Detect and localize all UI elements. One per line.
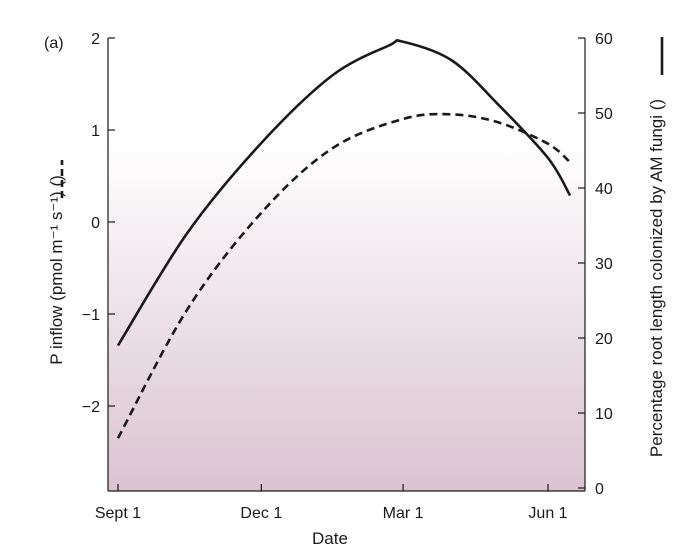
y-right-tick-label: 40	[595, 181, 613, 198]
panel-label: (a)	[44, 35, 64, 52]
series-am-colonization-solid	[116, 39, 572, 347]
y-left-axis-title: P inflow (pmol m⁻¹ s⁻¹) ()	[47, 175, 66, 365]
y-right-tick-label: 10	[595, 406, 613, 423]
y-right-tick-label: 0	[595, 481, 604, 498]
y-left-tick-label: 0	[91, 215, 100, 232]
x-tick-label: Mar 1	[383, 505, 424, 522]
x-tick-label: Sept 1	[95, 505, 141, 522]
y-right-tick-label: 60	[595, 31, 613, 48]
y-left-tick-label: −1	[82, 307, 100, 324]
series-p-inflow-dashed	[116, 112, 571, 439]
plot-area-background	[108, 38, 585, 491]
y-right-tick-label: 30	[595, 256, 613, 273]
y-right-tick-label: 50	[595, 106, 613, 123]
series-layer	[116, 39, 572, 439]
y-right-tick-label: 20	[595, 331, 613, 348]
x-tick-label: Dec 1	[240, 505, 282, 522]
labels-layer: (a) Date P inflow (pmol m⁻¹ s⁻¹) () Perc…	[44, 35, 666, 548]
y-right-axis-title: Percentage root length colonized by AM f…	[647, 99, 666, 457]
y-left-tick-label: 1	[91, 123, 100, 140]
y-left-tick-label: −2	[82, 399, 100, 416]
x-tick-label: Jun 1	[528, 505, 567, 522]
y-left-tick-label: 2	[91, 31, 100, 48]
x-axis-title: Date	[312, 529, 348, 548]
